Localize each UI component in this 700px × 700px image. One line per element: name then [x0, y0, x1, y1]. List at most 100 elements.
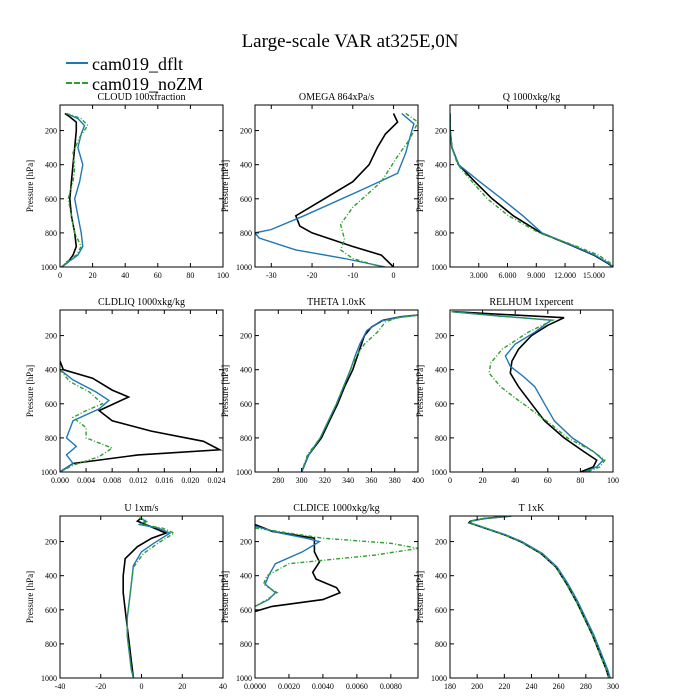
x-tick-label: 60 [544, 476, 552, 485]
series-line-black [300, 314, 418, 472]
x-tick-label: 0.0060 [346, 682, 368, 691]
series-line-blue [61, 112, 86, 267]
series-line-blue [255, 525, 322, 608]
x-tick-label: 0.0080 [380, 682, 402, 691]
y-tick-label: 400 [240, 161, 252, 170]
chart-title: CLDLIQ 1000xkg/kg [98, 297, 185, 308]
series-line-green [255, 527, 418, 608]
x-tick-label: 60 [154, 271, 162, 280]
x-tick-label: 0.012 [129, 476, 147, 485]
y-tick-label: 1000 [236, 674, 252, 683]
x-tick-label: 40 [121, 271, 129, 280]
y-axis-label: Pressure [hPa] [220, 160, 230, 212]
chart-title: T 1xK [519, 503, 545, 514]
x-tick-label: 360 [365, 476, 377, 485]
y-tick-label: 1000 [431, 468, 447, 477]
plot-frame [59, 104, 224, 268]
series-line-blue [300, 314, 418, 472]
y-axis-label: Pressure [hPa] [25, 365, 35, 417]
series-line-blue [255, 112, 415, 267]
y-tick-label: 400 [240, 572, 252, 581]
series-line-black [294, 113, 399, 267]
y-tick-label: 1000 [41, 263, 57, 272]
y-tick-label: 600 [240, 606, 252, 615]
page-title: Large-scale VAR at325E,0N [241, 31, 459, 52]
x-tick-label: 20 [178, 682, 186, 691]
y-tick-label: 800 [45, 229, 57, 238]
plot-frame [449, 309, 614, 473]
series-line-black [61, 112, 78, 267]
y-tick-label: 800 [240, 434, 252, 443]
series-line-blue [469, 516, 611, 678]
legend-swatch-dflt [66, 61, 88, 64]
chart-panel-2: Q 1000xkg/kg 200 400 600 800 1000 3.000 6.000 9.… [415, 92, 614, 280]
y-tick-label: 800 [240, 640, 252, 649]
y-tick-label: 800 [45, 640, 57, 649]
y-tick-label: 400 [240, 366, 252, 375]
x-tick-label: 40 [511, 476, 519, 485]
series-line-green [450, 113, 613, 267]
chart-title: RELHUM 1xpercent [489, 297, 573, 308]
x-tick-label: 340 [342, 476, 354, 485]
y-axis-label: Pressure [hPa] [415, 571, 425, 623]
x-tick-label: 15.000 [583, 271, 605, 280]
legend-swatch-nozm [66, 81, 88, 84]
x-tick-label: 300 [296, 476, 308, 485]
chart-panel-1: OMEGA 864xPa/s 200 400 600 800 1000 -30 -20 -10 0… [220, 92, 419, 280]
y-tick-label: 600 [240, 195, 252, 204]
plot-frame [449, 515, 614, 679]
x-tick-label: 3.000 [470, 271, 488, 280]
y-tick-label: 600 [240, 400, 252, 409]
chart-panel-4: THETA 1.0xK 200 400 600 800 1000 280 300 320 340 3… [220, 297, 424, 485]
y-axis-label: Pressure [hPa] [25, 571, 35, 623]
x-tick-label: -20 [307, 271, 318, 280]
x-tick-label: 9.000 [527, 271, 545, 280]
x-tick-label: 200 [471, 682, 483, 691]
x-tick-label: 0.024 [207, 476, 225, 485]
legend-item-nozm: cam019_noZM [66, 74, 203, 94]
y-tick-label: 400 [45, 161, 57, 170]
x-tick-label: 12.000 [554, 271, 576, 280]
y-tick-label: 400 [45, 366, 57, 375]
y-axis-label: Pressure [hPa] [220, 571, 230, 623]
y-tick-label: 200 [435, 332, 447, 341]
chart-title: U 1xm/s [124, 503, 158, 514]
chart-panel-6: U 1xm/s 200 400 600 800 1000-40 -20 0 20 40 Pressu… [25, 503, 227, 691]
y-tick-label: 200 [45, 127, 57, 136]
y-tick-label: 600 [435, 400, 447, 409]
chart-title: CLOUD 100xfraction [97, 92, 185, 103]
x-tick-label: 280 [272, 476, 284, 485]
y-tick-label: 200 [240, 332, 252, 341]
legend-label-dflt: cam019_dflt [92, 54, 183, 74]
y-tick-label: 800 [435, 640, 447, 649]
y-axis-label: Pressure [hPa] [415, 365, 425, 417]
series-line-blue [126, 517, 172, 678]
x-tick-label: 0.0040 [312, 682, 334, 691]
y-tick-label: 1000 [41, 468, 57, 477]
y-tick-label: 800 [45, 434, 57, 443]
y-tick-label: 1000 [236, 263, 252, 272]
x-tick-label: 100 [607, 476, 619, 485]
x-tick-label: 0 [58, 271, 62, 280]
x-tick-label: 280 [580, 682, 592, 691]
legend-label-nozm: cam019_noZM [92, 74, 203, 94]
y-tick-label: 200 [240, 538, 252, 547]
series-line-black [450, 113, 613, 267]
y-tick-label: 1000 [431, 263, 447, 272]
chart-title: CLDICE 1000xkg/kg [293, 503, 379, 514]
y-tick-label: 800 [435, 229, 447, 238]
series-line-green [300, 314, 418, 472]
series-line-green [60, 369, 114, 472]
series-line-blue [60, 369, 111, 472]
plot-frame [59, 515, 224, 679]
plot-frame [254, 104, 419, 268]
x-tick-label: -10 [347, 271, 358, 280]
x-tick-label: 0.020 [181, 476, 199, 485]
y-axis-label: Pressure [hPa] [25, 160, 35, 212]
x-tick-label: -40 [55, 682, 66, 691]
y-tick-label: 600 [45, 400, 57, 409]
